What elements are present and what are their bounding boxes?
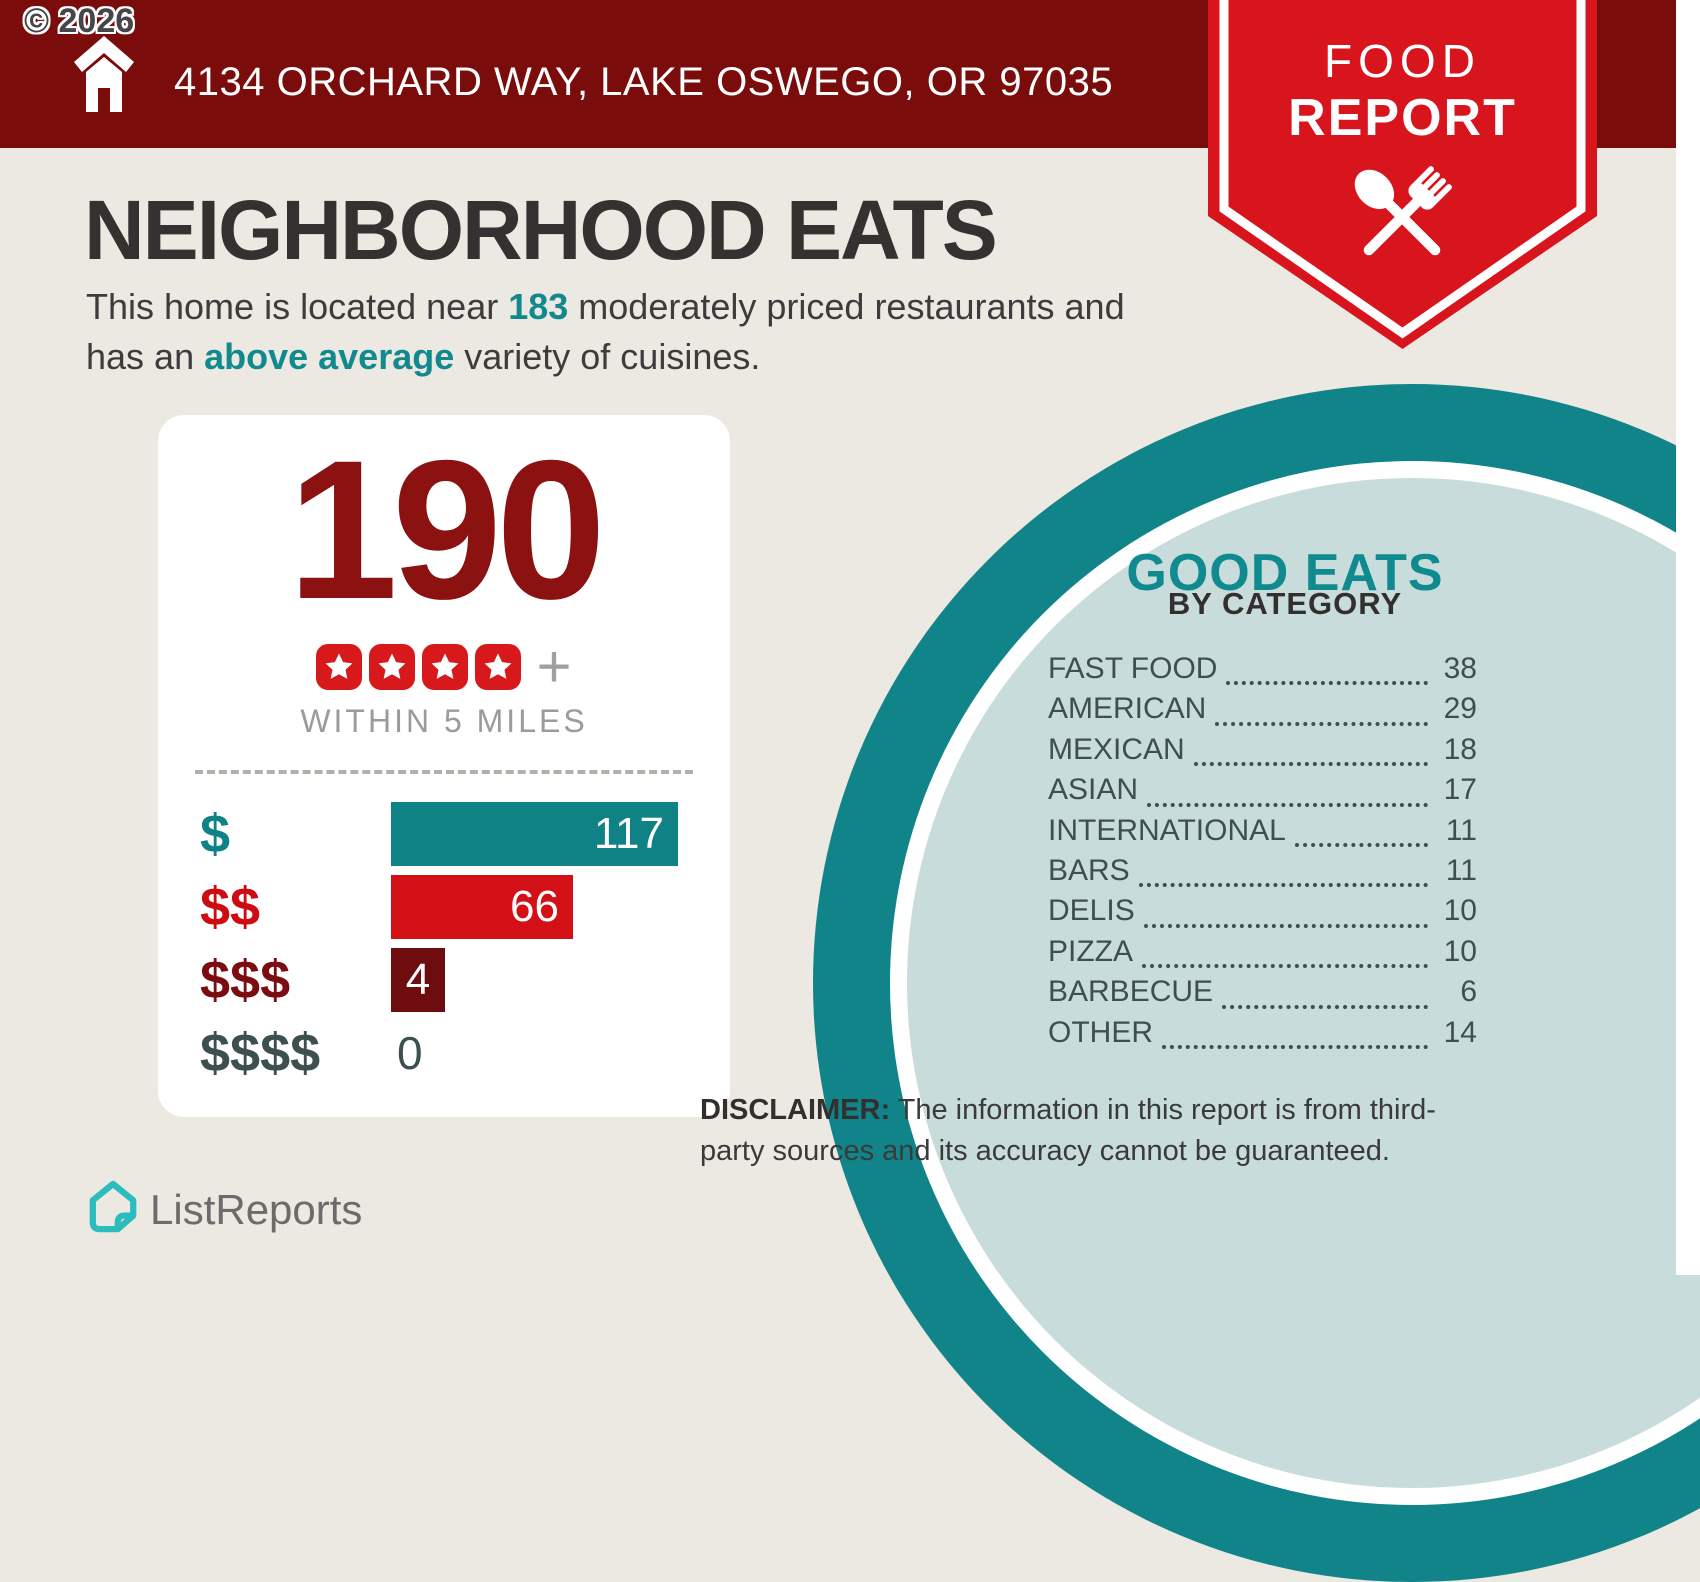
category-label: FAST FOOD <box>1048 652 1218 685</box>
badge-title-report: REPORT <box>1288 89 1517 147</box>
category-label: DELIS <box>1048 894 1135 928</box>
price-row: $$ 66 <box>200 875 730 939</box>
category-row: BARBECUE 6 <box>1048 975 1477 1015</box>
category-label: BARBECUE <box>1048 975 1214 1009</box>
price-bar: 66 <box>391 875 573 939</box>
spoon-fork-icon <box>1337 152 1467 287</box>
category-count: 17 <box>1443 773 1477 807</box>
star-icon <box>369 644 416 690</box>
dashed-divider <box>195 770 693 774</box>
star-icon <box>316 644 363 690</box>
price-row: $117 <box>200 802 730 866</box>
price-bar: 4 <box>391 948 445 1012</box>
restaurant-summary-card: 190 + WITHIN 5 MILES $117 $$ 66 $$$ 4 $$$$ 0 <box>158 415 730 1117</box>
category-row: ASIAN 17 <box>1048 773 1477 813</box>
right-margin-strip <box>1676 0 1700 1275</box>
home-icon <box>72 34 136 119</box>
food-report-badge <box>1208 0 1597 349</box>
price-level-label: $$$$ <box>200 1023 321 1083</box>
badge-title-food: FOOD <box>1324 35 1481 87</box>
good-eats-subtitle: BY CATEGORY <box>1167 586 1403 621</box>
category-label: MEXICAN <box>1048 732 1185 766</box>
category-label: AMERICAN <box>1048 692 1207 726</box>
dotted-leader <box>1162 1044 1428 1049</box>
listreports-house-icon <box>88 1180 138 1239</box>
category-count: 11 <box>1445 813 1477 847</box>
disclaimer-label: DISCLAIMER: <box>700 1094 891 1126</box>
listreports-logo: ListReports <box>88 1180 362 1239</box>
listreports-wordmark: ListReports <box>150 1185 363 1233</box>
category-count: 29 <box>1443 692 1477 726</box>
category-count: 6 <box>1460 975 1477 1009</box>
property-address: 4134 ORCHARD WAY, LAKE OSWEGO, OR 97035 <box>174 59 1114 104</box>
category-count: 18 <box>1443 732 1477 766</box>
price-bar: 117 <box>391 802 678 866</box>
category-row: PIZZA 10 <box>1048 935 1477 975</box>
dotted-leader <box>1142 964 1428 969</box>
category-list: FAST FOOD 38 AMERICAN 29 MEXICAN 18 ASIAN 17 INT… <box>1048 652 1477 1056</box>
copyright-text: © 2026 <box>24 2 135 40</box>
dotted-leader <box>1294 842 1428 847</box>
category-row: INTERNATIONAL 11 <box>1048 814 1477 854</box>
category-count: 11 <box>1445 853 1477 887</box>
dotted-leader <box>1226 681 1428 686</box>
good-eats-title: GOOD EATS <box>1126 544 1444 602</box>
category-label: ASIAN <box>1048 773 1139 807</box>
disclaimer-text: DISCLAIMER: The information in this repo… <box>700 1094 1436 1167</box>
price-level-label: $$ <box>200 877 261 937</box>
category-row: AMERICAN 29 <box>1048 692 1477 732</box>
restaurant-count: 183 <box>508 286 569 327</box>
price-row: $$$$ 0 <box>200 1021 730 1085</box>
category-count: 14 <box>1443 1015 1477 1049</box>
subtitle-text: This home is located near <box>86 286 509 327</box>
dotted-leader <box>1138 883 1428 888</box>
total-restaurant-count: 190 <box>287 419 606 640</box>
dotted-leader <box>1215 721 1428 726</box>
category-row: BARS 11 <box>1048 854 1477 894</box>
dotted-leader <box>1222 1004 1428 1009</box>
price-row: $$$ 4 <box>200 948 730 1012</box>
variety-highlight: above average <box>204 335 455 377</box>
category-count: 10 <box>1443 934 1477 968</box>
radius-label: WITHIN 5 MILES <box>300 703 588 739</box>
category-count: 10 <box>1443 894 1477 928</box>
dotted-leader <box>1193 762 1428 767</box>
price-bar-zero-value: 0 <box>397 1027 423 1079</box>
category-label: OTHER <box>1048 1015 1153 1049</box>
category-count: 38 <box>1443 652 1477 685</box>
category-row: OTHER 14 <box>1048 1016 1477 1056</box>
page-title: NEIGHBORHOOD EATS <box>84 183 998 277</box>
dotted-leader <box>1143 923 1428 928</box>
star-icon <box>422 644 469 690</box>
category-row: MEXICAN 18 <box>1048 733 1477 773</box>
price-level-label: $$$ <box>200 950 291 1010</box>
category-label: PIZZA <box>1048 934 1134 968</box>
category-label: INTERNATIONAL <box>1048 813 1286 847</box>
category-row: DELIS 10 <box>1048 894 1477 934</box>
price-level-label: $ <box>200 804 231 864</box>
star-rating: + <box>158 633 730 700</box>
dotted-leader <box>1147 802 1428 807</box>
page-subtitle: This home is located near 183 moderately… <box>86 286 1125 377</box>
category-label: BARS <box>1048 853 1130 887</box>
plus-icon: + <box>536 633 572 700</box>
star-icon <box>475 644 522 690</box>
price-level-chart: $117 $$ 66 $$$ 4 $$$$ 0 <box>158 802 730 1085</box>
category-row: FAST FOOD 38 <box>1048 652 1477 692</box>
